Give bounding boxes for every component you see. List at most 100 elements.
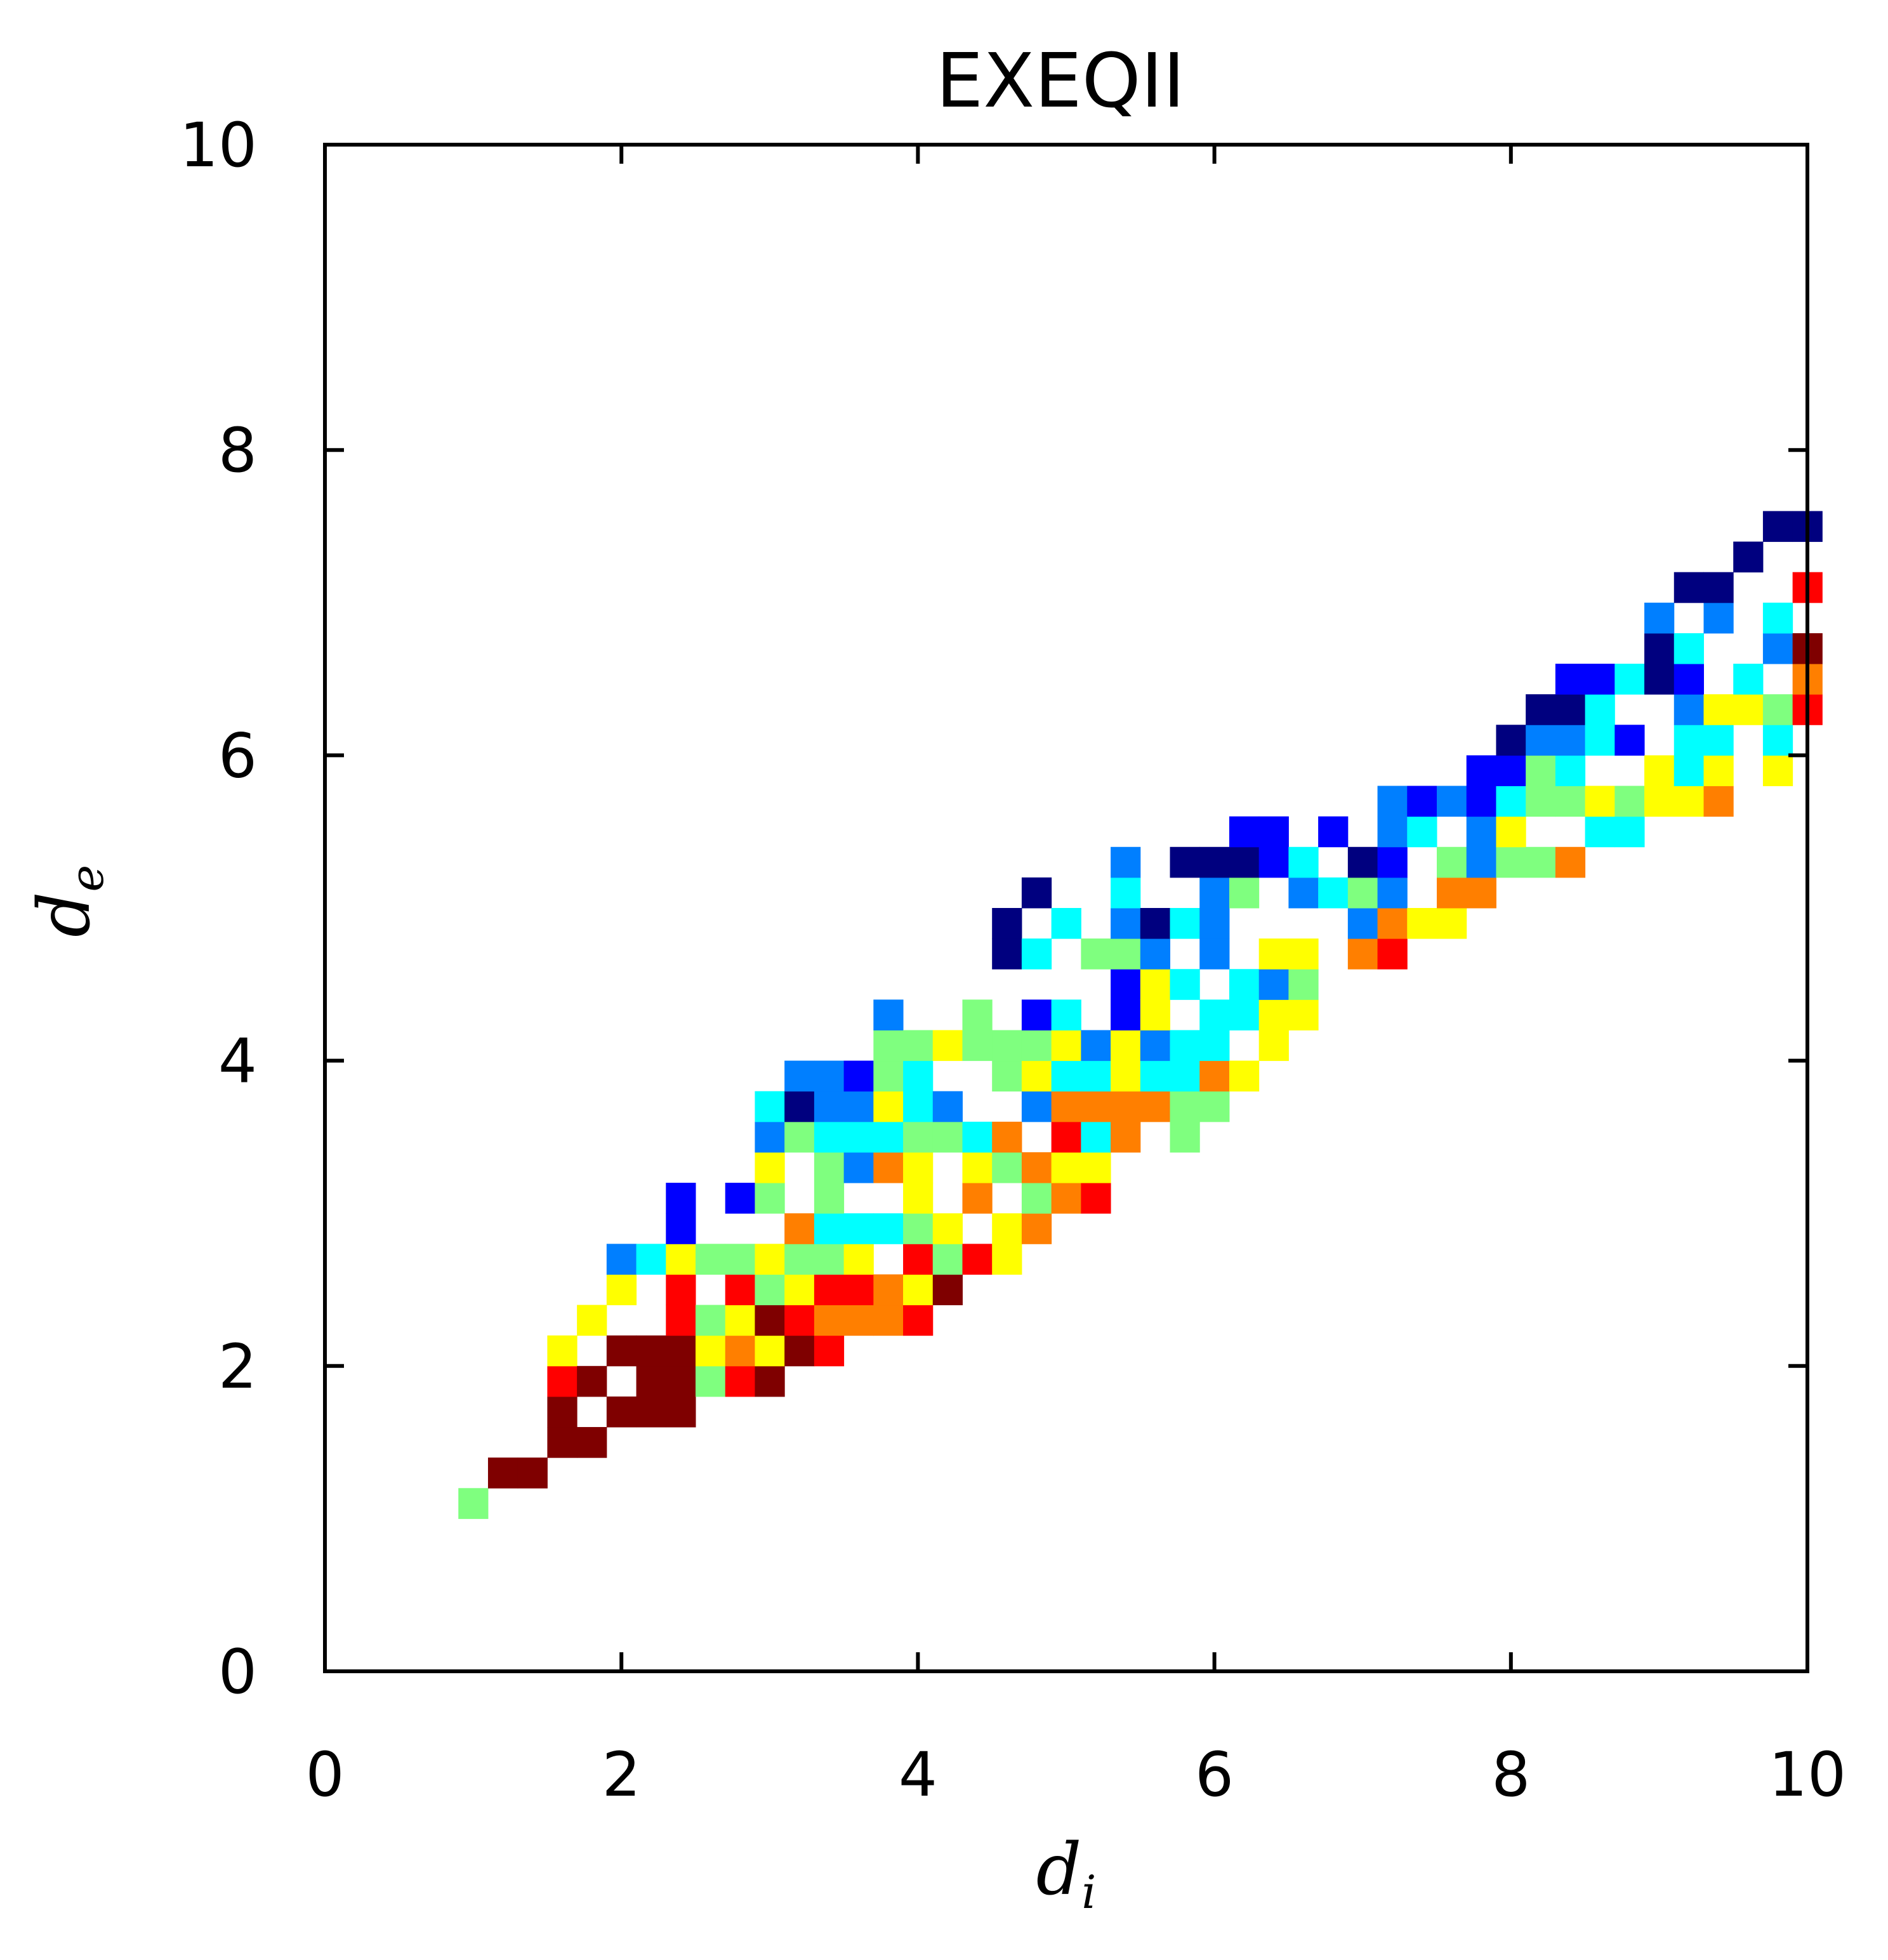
heatmap-cell (1051, 1152, 1081, 1183)
heatmap-cell (577, 1305, 607, 1336)
heatmap-cell (1496, 725, 1526, 756)
heatmap-cell (1703, 786, 1734, 817)
heatmap-cell (666, 1213, 696, 1244)
heatmap-cell (755, 1274, 785, 1306)
heatmap-cell (873, 1121, 904, 1153)
heatmap-cell (666, 1244, 696, 1275)
heatmap-cell (755, 1091, 785, 1122)
heatmap-cell (873, 1213, 904, 1244)
heatmap-cell (1199, 999, 1230, 1030)
heatmap-cell (606, 1274, 637, 1306)
heatmap-cell (992, 1030, 1022, 1062)
heatmap-cell (755, 1183, 785, 1214)
heatmap-cell (1111, 1060, 1141, 1092)
heatmap-cell (1673, 725, 1704, 756)
heatmap-cell (696, 1335, 726, 1367)
heatmap-cell (784, 1244, 815, 1275)
x-tick-label: 4 (899, 1739, 937, 1810)
heatmap-cell (606, 1244, 637, 1275)
heatmap-cell (1585, 694, 1615, 725)
tick-labels: 0 2 4 6 8 10 0 2 4 6 8 10 (180, 110, 1846, 1810)
heatmap-cell (1466, 877, 1496, 909)
heatmap-cell (1377, 786, 1408, 817)
heatmap-cell (1021, 938, 1052, 970)
heatmap-cell (1170, 908, 1200, 939)
heatmap-cell (873, 1091, 904, 1122)
heatmap-cell (547, 1335, 578, 1367)
heatmap-cell (1762, 633, 1793, 664)
heatmap-cell (1258, 816, 1289, 848)
heatmap-cell (1199, 908, 1230, 939)
heatmap-cell (1258, 969, 1289, 1000)
heatmap-cell (1555, 694, 1586, 725)
heatmap-cell (1496, 786, 1526, 817)
heatmap-cell (1644, 755, 1675, 787)
heatmap-cell (1673, 755, 1704, 787)
heatmap-cell (636, 1365, 666, 1397)
heatmap-cell (606, 1396, 637, 1428)
heatmap-cell (903, 1244, 934, 1275)
heatmap-cell (1021, 1213, 1052, 1244)
heatmap-cell (547, 1427, 578, 1458)
heatmap-cell (873, 1274, 904, 1306)
y-axis-label: de (23, 865, 114, 937)
heatmap-cell (843, 1213, 874, 1244)
heatmap-cell (1555, 755, 1586, 787)
heatmap-cell (1673, 572, 1704, 603)
heatmap-cell (814, 1274, 845, 1306)
heatmap-cell (932, 1274, 963, 1306)
chart-title: EXEQII (936, 37, 1185, 124)
heatmap-cell (814, 1213, 845, 1244)
heatmap-cell (1437, 908, 1467, 939)
heatmap-cell (1170, 1091, 1200, 1122)
heatmap-cell (1585, 816, 1615, 848)
heatmap-cell (784, 1213, 815, 1244)
heatmap-cell (992, 1213, 1022, 1244)
heatmap-cell (1555, 664, 1586, 695)
heatmap-cell (1140, 1091, 1171, 1122)
heatmap-cell (1051, 1091, 1081, 1122)
heatmap-cell (1229, 816, 1260, 848)
heatmap-cell (814, 1305, 845, 1336)
heatmap-cell (1111, 938, 1141, 970)
heatmap-cell (755, 1152, 785, 1183)
heatmap-cell (814, 1244, 845, 1275)
heatmap-cell (1199, 1091, 1230, 1122)
heatmap-cell (1347, 908, 1378, 939)
heatmap-cell (1762, 725, 1793, 756)
heatmap-cell (1021, 1152, 1052, 1183)
heatmap-cell (636, 1335, 666, 1367)
heatmap-cell (873, 1060, 904, 1092)
heatmap-cell (636, 1244, 666, 1275)
heatmap-cell (814, 1335, 845, 1367)
heatmap-cell (1585, 725, 1615, 756)
heatmap-cell (873, 1030, 904, 1062)
heatmap-cell (1644, 602, 1675, 634)
heatmap-cell (903, 1152, 934, 1183)
heatmap-cell (1021, 1030, 1052, 1062)
heatmap-cell (577, 1365, 607, 1397)
heatmap-cell (1288, 877, 1319, 909)
heatmap-cell (1229, 846, 1260, 878)
heatmap-cell (1229, 969, 1260, 1000)
y-tick-label: 4 (218, 1026, 257, 1097)
heatmap-cell (1526, 755, 1556, 787)
heatmap-cell (1051, 1121, 1081, 1153)
heatmap-cell (547, 1365, 578, 1397)
heatmap-cell (1288, 999, 1319, 1030)
heatmap-cell (1762, 511, 1793, 543)
heatmap-cell (1288, 969, 1319, 1000)
heatmap-cell (1140, 999, 1171, 1030)
y-tick-label: 10 (180, 110, 257, 181)
heatmap-cell (843, 1305, 874, 1336)
heatmap-cell (903, 1030, 934, 1062)
heatmap-cell (1466, 755, 1496, 787)
heatmap-cell (1377, 908, 1408, 939)
heatmap-cell (843, 1274, 874, 1306)
heatmap-cell (1021, 1091, 1052, 1122)
heatmap-cell (1170, 969, 1200, 1000)
heatmap-cell (1585, 664, 1615, 695)
heatmap-cell (1081, 1121, 1111, 1153)
heatmap-cell (1258, 846, 1289, 878)
heatmap-cell (1614, 664, 1645, 695)
